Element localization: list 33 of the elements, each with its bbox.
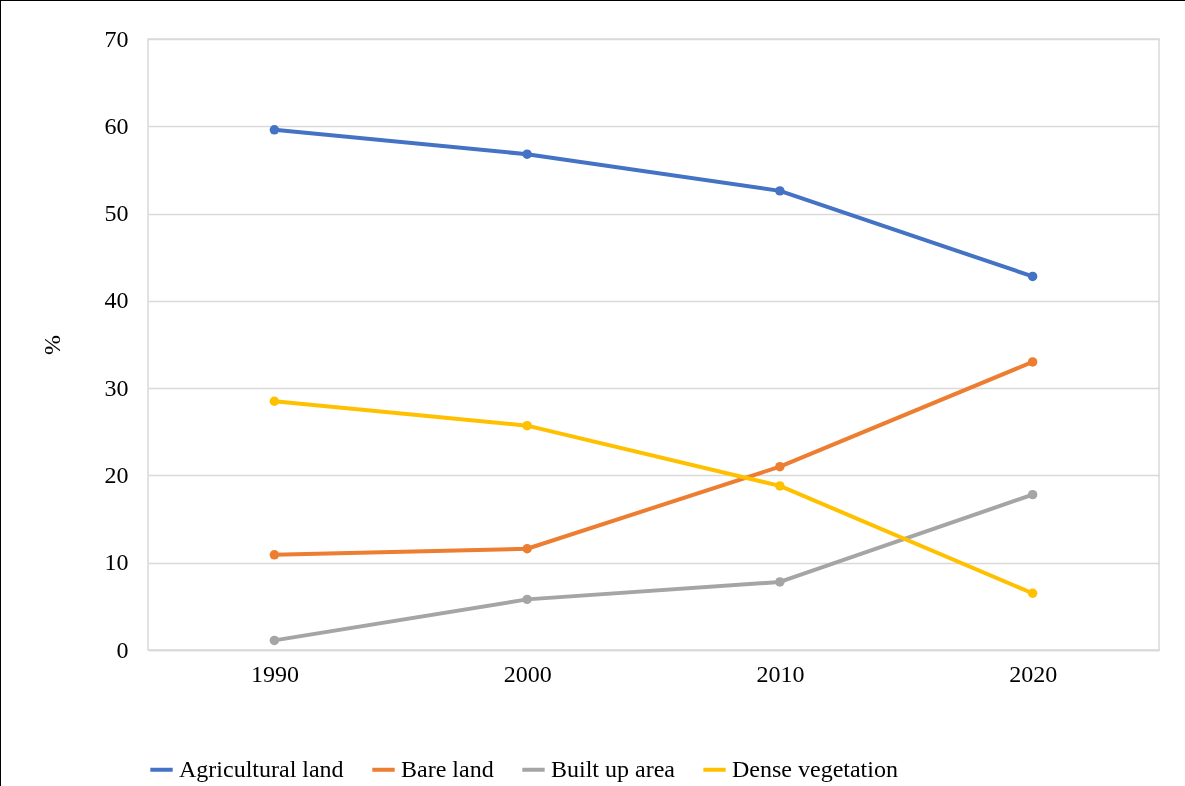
y-tick-label: 20 bbox=[104, 461, 129, 488]
y-tick-label: 0 bbox=[116, 636, 129, 663]
point bbox=[269, 396, 280, 406]
y-tick-label: 30 bbox=[104, 374, 129, 401]
x-tick-label: 2010 bbox=[756, 660, 805, 687]
point bbox=[775, 481, 785, 491]
point bbox=[1027, 271, 1038, 282]
x-tick-label: 1990 bbox=[250, 660, 299, 687]
point bbox=[269, 550, 280, 560]
point bbox=[522, 594, 532, 605]
y-tick-label: 40 bbox=[104, 287, 129, 314]
x-tick-label: 2020 bbox=[1009, 660, 1058, 687]
y-tick-label: 70 bbox=[104, 25, 129, 52]
point bbox=[269, 635, 280, 646]
y-tick-label: 10 bbox=[104, 549, 129, 576]
x-tick-label: 2000 bbox=[503, 660, 552, 687]
point bbox=[522, 149, 532, 159]
point bbox=[1027, 489, 1038, 500]
point bbox=[522, 544, 532, 554]
point bbox=[775, 577, 785, 587]
point bbox=[269, 125, 280, 135]
point bbox=[1027, 357, 1038, 367]
y-tick-label: 60 bbox=[104, 112, 129, 139]
legend-label: Agricultural land bbox=[179, 755, 344, 782]
legend-label: Bare land bbox=[401, 755, 494, 782]
legend-label: Built up area bbox=[551, 755, 676, 782]
point bbox=[522, 420, 532, 431]
y-axis-title: % bbox=[38, 335, 65, 355]
point bbox=[775, 186, 785, 196]
legend-label: Dense vegetation bbox=[732, 755, 898, 782]
y-tick-label: 50 bbox=[104, 200, 129, 227]
point bbox=[775, 461, 785, 472]
point bbox=[1027, 588, 1038, 598]
